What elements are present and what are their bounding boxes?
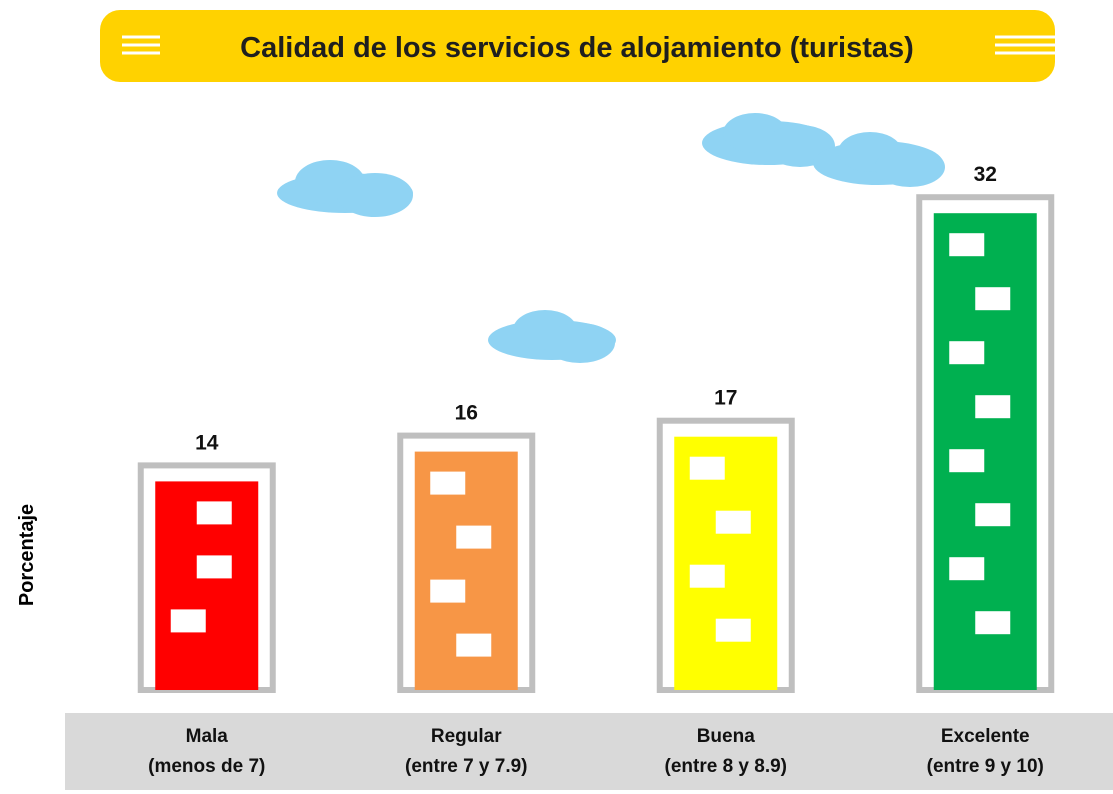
window — [689, 564, 725, 588]
window — [949, 233, 985, 257]
banner-stripes — [122, 35, 1055, 55]
chart-title: Calidad de los servicios de alojamiento … — [240, 32, 914, 64]
window — [456, 525, 492, 549]
cloud — [702, 113, 835, 167]
window — [430, 579, 466, 603]
window — [430, 471, 466, 495]
window — [975, 287, 1011, 311]
cloud — [488, 310, 616, 363]
value-label: 16 — [455, 402, 478, 425]
category-band — [65, 713, 1113, 790]
cloud — [277, 160, 413, 217]
window — [715, 510, 751, 534]
y-axis-label: Porcentaje — [16, 504, 38, 606]
window — [949, 449, 985, 473]
x-tick-label: Regular (entre 7 y 7.9) — [405, 726, 528, 777]
window — [196, 555, 232, 579]
bar — [674, 436, 778, 690]
window — [170, 609, 206, 633]
window — [949, 341, 985, 365]
window — [196, 501, 232, 525]
value-label: 32 — [974, 163, 997, 186]
window — [975, 395, 1011, 419]
window — [715, 618, 751, 642]
window — [456, 633, 492, 657]
cloud — [813, 132, 945, 187]
x-tick-label: Buena (entre 8 y 8.9) — [665, 726, 788, 777]
x-tick-label: Mala (menos de 7) — [148, 726, 265, 777]
window — [949, 557, 985, 581]
window — [975, 503, 1011, 527]
value-label: 17 — [714, 387, 737, 410]
window — [689, 456, 725, 480]
value-label: 14 — [195, 431, 219, 454]
title-banner — [100, 10, 1055, 82]
window — [975, 611, 1011, 635]
x-tick-label: Excelente (entre 9 y 10) — [927, 726, 1044, 777]
